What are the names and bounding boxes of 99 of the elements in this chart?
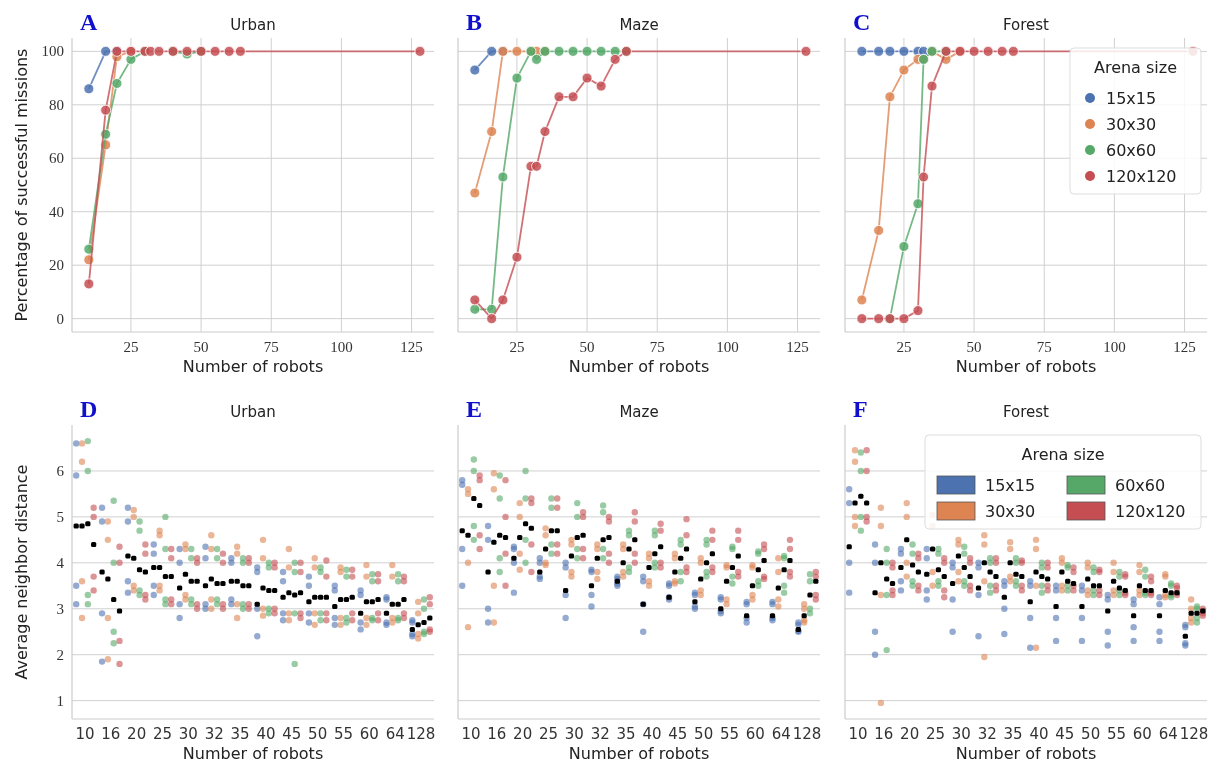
x-axis-title: Number of robots [182,357,324,376]
x-tick-label: 128 [406,725,436,743]
y-tick-label: 20 [49,257,64,274]
x-tick-label: 50 [579,339,595,355]
y-tick-label: 4 [56,554,65,571]
x-tick-label: 25 [538,725,559,743]
y-tick-label: 3 [56,600,64,617]
x-tick-label: 35 [1003,725,1023,743]
legend-label: 15x15 [1106,89,1157,108]
x-tick-label: 75 [649,339,665,355]
x-axis-title: Number of robots [955,357,1097,376]
x-tick-label: 50 [308,725,328,743]
x-tick-label: 25 [152,725,173,743]
x-tick-label: 128 [1179,725,1209,743]
legend-label: 120x120 [1106,167,1177,186]
legend-label: 60x60 [1106,141,1157,160]
x-tick-label: 60 [1132,725,1152,743]
y-tick-label: 60 [49,150,64,167]
y-tick-label: 0 [56,310,64,327]
x-tick-label: 16 [487,725,507,743]
x-tick-label: 60 [745,725,765,743]
x-tick-label: 100 [1103,339,1126,355]
y-tick-label: 80 [49,96,64,113]
x-tick-label: 20 [900,725,920,743]
x-tick-label: 16 [101,725,121,743]
x-tick-label: 64 [385,725,405,743]
text: D [80,396,98,422]
x-tick-label: 55 [1106,725,1127,743]
x-tick-label: 50 [966,339,982,355]
x-tick-label: 128 [792,725,822,743]
x-tick-label: 64 [1158,725,1178,743]
x-tick-label: 10 [461,725,481,743]
x-tick-label: 125 [400,339,423,355]
x-tick-label: 20 [513,725,533,743]
x-tick-label: 75 [263,339,279,355]
x-axis-title: Number of robots [955,744,1097,763]
x-tick-label: 32 [204,725,224,743]
x-axis-title: Number of robots [568,357,710,376]
x-tick-label: 10 [848,725,868,743]
x-tick-label: 10 [75,725,95,743]
x-axis-title: Number of robots [568,744,710,763]
x-tick-label: 20 [127,725,147,743]
chart-title: Maze [619,403,659,421]
x-tick-label: 100 [330,339,353,355]
x-tick-label: 60 [359,725,379,743]
x-tick-label: 16 [874,725,894,743]
x-tick-label: 25 [896,339,912,355]
y-tick-label: 100 [41,43,64,60]
y-tick-label: 2 [56,646,64,663]
legend-label: 15x15 [985,476,1036,495]
x-tick-label: 75 [1036,339,1052,355]
x-axis-title: Number of robots [182,744,324,763]
x-tick-label: 125 [786,339,809,355]
text: A [80,9,98,35]
legend-label: 30x30 [985,502,1036,521]
y-tick-label: 6 [56,462,65,479]
x-tick-label: 100 [716,339,739,355]
y-tick-label: 1 [56,692,64,709]
y-axis-title: Percentage of successful missions [12,48,31,322]
x-tick-label: 35 [230,725,250,743]
x-tick-label: 25 [509,339,525,355]
x-tick-label: 55 [719,725,740,743]
legend-label: 60x60 [1115,476,1166,495]
x-tick-label: 35 [616,725,636,743]
x-tick-label: 32 [977,725,997,743]
chart-title: Maze [619,16,659,34]
legend-label: 120x120 [1115,502,1186,521]
x-tick-label: 125 [1173,339,1196,355]
y-axis-title: Average neighbor distance [12,464,31,680]
x-tick-label: 45 [668,725,688,743]
x-tick-label: 25 [123,339,139,355]
x-tick-label: 45 [1055,725,1075,743]
x-tick-label: 55 [333,725,354,743]
x-tick-label: 30 [564,725,584,743]
x-tick-label: 40 [1029,725,1049,743]
chart-title: Urban [230,16,276,34]
chart-title: Urban [230,403,276,421]
text: C [853,9,871,35]
text: E [466,396,483,422]
x-tick-label: 45 [282,725,302,743]
x-tick-label: 30 [178,725,198,743]
legend-title: Arena size [1021,445,1105,464]
x-tick-label: 50 [1081,725,1101,743]
text: B [466,9,483,35]
x-tick-label: 32 [590,725,610,743]
y-tick-label: 5 [56,508,64,525]
x-tick-label: 30 [951,725,971,743]
x-tick-label: 64 [771,725,791,743]
legend-label: 30x30 [1106,115,1157,134]
x-tick-label: 50 [193,339,209,355]
y-tick-label: 40 [49,203,64,220]
text: F [853,396,868,422]
x-tick-label: 40 [256,725,276,743]
chart-title: Forest [1002,403,1050,421]
x-tick-label: 40 [642,725,662,743]
x-tick-label: 25 [925,725,946,743]
chart-title: Forest [1002,16,1050,34]
x-tick-label: 50 [694,725,714,743]
legend-title: Arena size [1093,58,1178,77]
